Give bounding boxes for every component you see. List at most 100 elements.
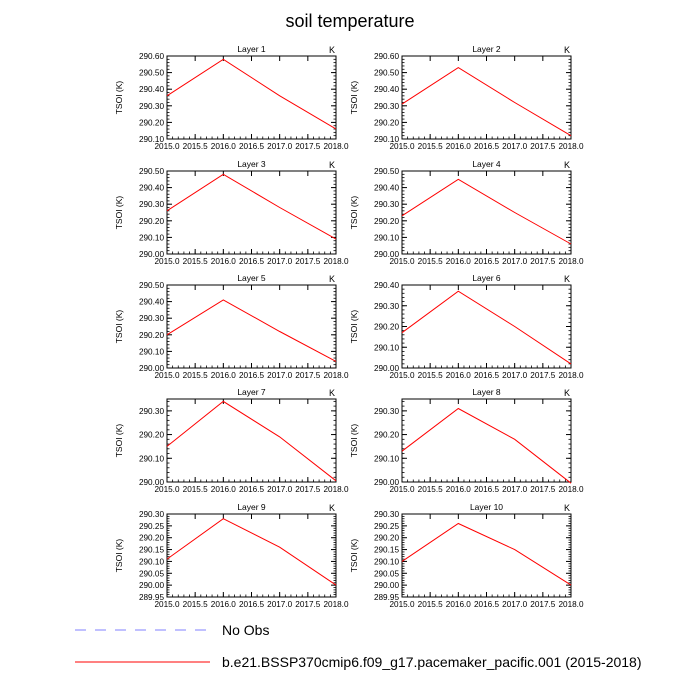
x-tick-label: 2017.5 — [295, 485, 320, 494]
y-tick-label: 290.30 — [374, 407, 399, 416]
y-tick-label: 290.20 — [139, 118, 164, 127]
units-label: K — [329, 503, 335, 513]
x-tick-label: 2015.0 — [154, 142, 179, 151]
series-line — [401, 522, 572, 586]
y-tick-label: 290.00 — [139, 478, 164, 487]
panel-title: Layer 7 — [237, 387, 266, 397]
x-tick-label: 2016.0 — [211, 257, 236, 266]
y-axis-label: TSOI (K) — [114, 424, 124, 458]
x-tick-label: 2015.5 — [183, 142, 208, 151]
x-tick-label: 2016.5 — [474, 600, 499, 609]
x-tick-label: 2017.5 — [295, 257, 320, 266]
plot-frame — [401, 170, 572, 255]
x-tick-label: 2015.0 — [389, 485, 414, 494]
series-line — [166, 400, 337, 482]
x-tick-label: 2016.5 — [474, 371, 499, 380]
y-tick-label: 290.30 — [139, 407, 164, 416]
y-tick-label: 290.30 — [139, 510, 164, 519]
x-tick-label: 2017.5 — [295, 142, 320, 151]
y-tick-label: 290.10 — [139, 454, 164, 463]
x-tick-label: 2016.5 — [239, 371, 264, 380]
units-label: K — [564, 45, 570, 55]
plot-frame — [166, 513, 337, 598]
y-tick-label: 290.20 — [374, 217, 399, 226]
y-tick-label: 290.40 — [139, 298, 164, 307]
y-tick-label: 290.10 — [374, 343, 399, 352]
x-tick-label: 2015.5 — [183, 257, 208, 266]
units-label: K — [564, 503, 570, 513]
y-tick-label: 290.30 — [139, 200, 164, 209]
y-tick-label: 290.40 — [374, 85, 399, 94]
x-tick-label: 2017.5 — [530, 142, 555, 151]
x-tick-label: 2018.0 — [558, 600, 583, 609]
y-tick-label: 290.40 — [139, 85, 164, 94]
y-tick-label: 290.15 — [374, 546, 399, 555]
x-tick-label: 2017.0 — [267, 371, 292, 380]
y-tick-label: 289.95 — [139, 593, 164, 602]
x-tick-label: 2015.5 — [183, 371, 208, 380]
y-tick-label: 290.20 — [139, 431, 164, 440]
y-tick-label: 290.50 — [139, 167, 164, 176]
x-tick-label: 2017.5 — [530, 485, 555, 494]
panel-title: Layer 3 — [237, 159, 266, 169]
legend-label-run: b.e21.BSSP370cmip6.f09_g17.pacemaker_pac… — [222, 654, 642, 670]
plot-frame — [401, 55, 572, 140]
x-tick-label: 2015.0 — [389, 142, 414, 151]
y-axis-label: TSOI (K) — [349, 196, 359, 230]
x-tick-label: 2016.5 — [239, 257, 264, 266]
x-tick-label: 2016.0 — [211, 600, 236, 609]
y-tick-label: 290.05 — [139, 569, 164, 578]
panel-title: Layer 5 — [237, 273, 266, 283]
panel-title: Layer 9 — [237, 502, 266, 512]
x-tick-label: 2017.0 — [502, 485, 527, 494]
plot-frame — [401, 284, 572, 369]
x-tick-label: 2017.0 — [267, 600, 292, 609]
panel-layer-1: Layer 1 K TSOI (K) 2015.0 2015.5 2016.0 2016.5… — [114, 44, 349, 151]
units-label: K — [564, 274, 570, 284]
x-tick-label: 2017.5 — [530, 600, 555, 609]
x-tick-label: 2017.0 — [502, 257, 527, 266]
y-tick-label: 290.40 — [374, 184, 399, 193]
series-line — [401, 67, 572, 137]
x-tick-label: 2016.0 — [211, 371, 236, 380]
y-tick-label: 290.25 — [374, 522, 399, 531]
panel-layer-4: Layer 4 K TSOI (K) 2015.0 2015.5 2016.0 2016.5… — [349, 159, 584, 266]
units-label: K — [564, 388, 570, 398]
figure-title: soil temperature — [285, 11, 414, 31]
y-tick-label: 290.10 — [139, 557, 164, 566]
y-tick-label: 290.50 — [374, 69, 399, 78]
units-label: K — [329, 45, 335, 55]
x-tick-label: 2016.5 — [239, 600, 264, 609]
y-axis-label: TSOI (K) — [114, 539, 124, 573]
x-tick-label: 2016.0 — [446, 485, 471, 494]
x-tick-label: 2015.5 — [418, 142, 443, 151]
y-tick-label: 290.10 — [374, 135, 399, 144]
x-tick-label: 2018.0 — [323, 485, 348, 494]
x-tick-label: 2016.0 — [211, 142, 236, 151]
x-tick-label: 2015.5 — [418, 485, 443, 494]
x-tick-label: 2016.0 — [446, 142, 471, 151]
y-axis-label: TSOI (K) — [349, 539, 359, 573]
x-tick-label: 2017.0 — [502, 600, 527, 609]
y-tick-label: 290.30 — [374, 510, 399, 519]
x-tick-label: 2017.0 — [502, 371, 527, 380]
plot-frame — [166, 55, 337, 140]
x-tick-label: 2016.5 — [239, 485, 264, 494]
x-tick-label: 2016.0 — [211, 485, 236, 494]
series-line — [166, 299, 337, 362]
series-line — [166, 518, 337, 586]
x-tick-label: 2017.0 — [267, 485, 292, 494]
y-tick-label: 290.50 — [139, 281, 164, 290]
x-tick-label: 2015.5 — [418, 600, 443, 609]
x-tick-label: 2017.5 — [530, 371, 555, 380]
units-label: K — [329, 160, 335, 170]
y-tick-label: 290.40 — [374, 281, 399, 290]
x-tick-label: 2018.0 — [323, 257, 348, 266]
legend-label-obs: No Obs — [222, 622, 269, 638]
y-tick-label: 290.00 — [374, 364, 399, 373]
x-tick-label: 2016.5 — [474, 257, 499, 266]
y-tick-label: 290.20 — [374, 323, 399, 332]
y-axis-label: TSOI (K) — [349, 310, 359, 344]
y-tick-label: 290.20 — [374, 431, 399, 440]
